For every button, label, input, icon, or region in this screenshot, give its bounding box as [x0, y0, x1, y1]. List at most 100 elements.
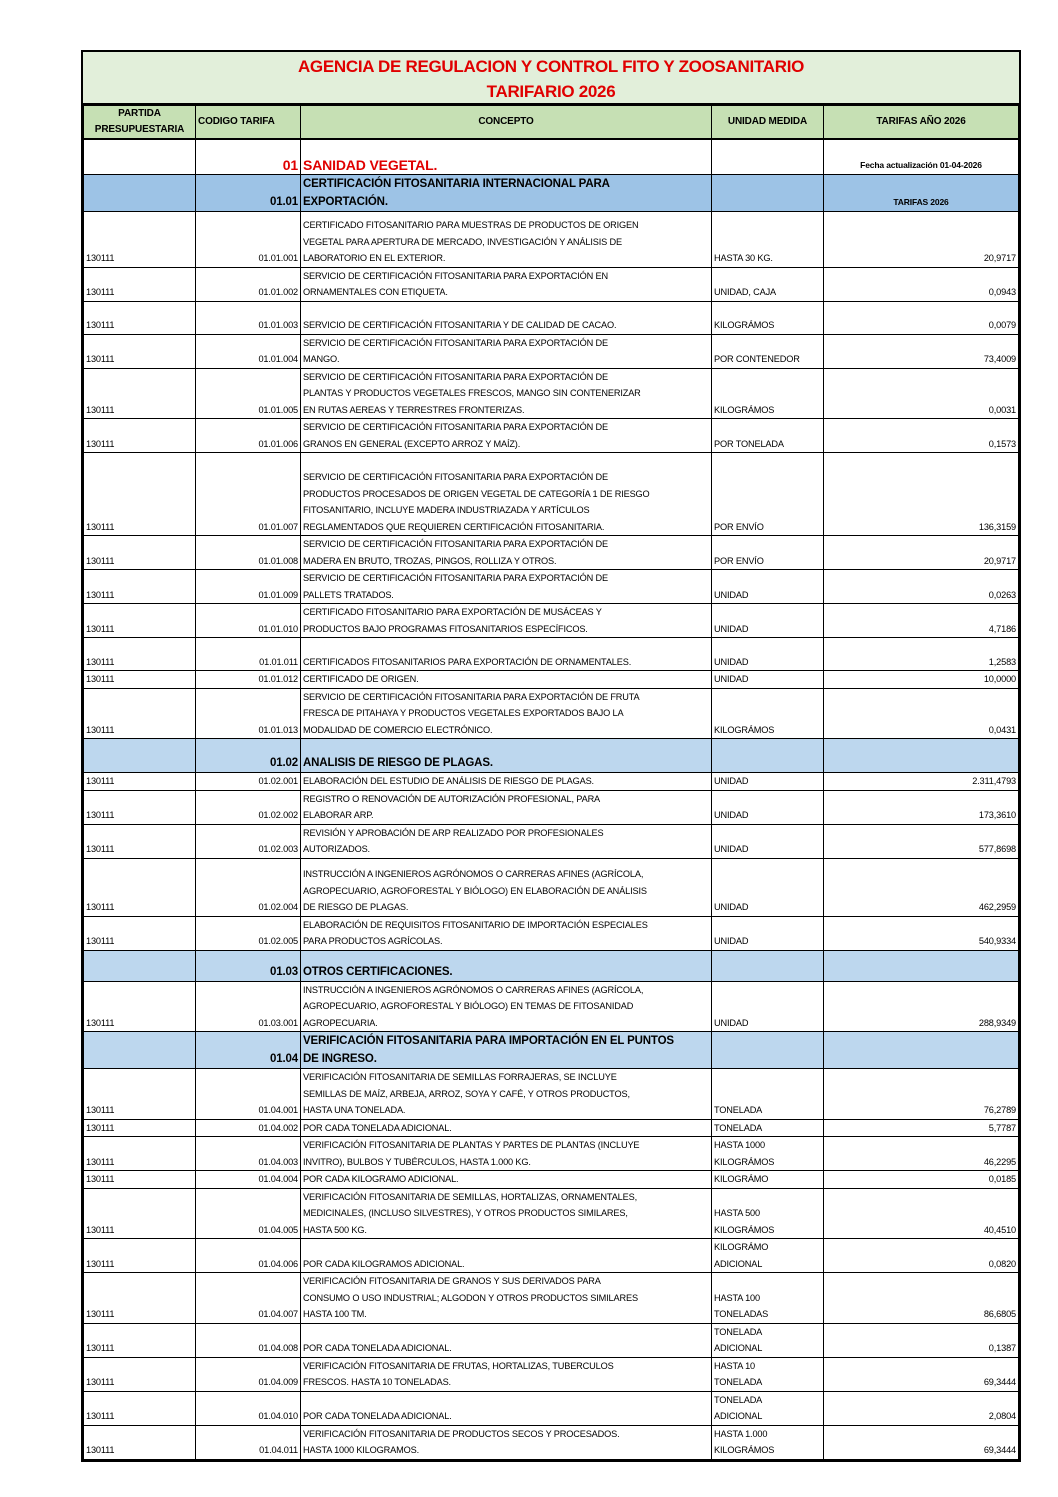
section-title: SANIDAD VEGETAL. [300, 138, 712, 175]
codigo-cell: 01.01.012 [195, 670, 301, 689]
tariff-row: 130111 01.01.010 CERTIFICADO FITOSANITARIO… [83, 603, 1019, 638]
tariff-row: 130111 01.04.010 POR CADA TONELADA ADICION… [83, 1390, 1019, 1426]
codigo-cell: 01.04.009 [195, 1356, 301, 1392]
concepto-cell: SERVICIO DE CERTIFICACIÓN FITOSANITARIA … [300, 687, 712, 739]
codigo-cell: 01.03.001 [195, 980, 301, 1032]
partida-cell: 130111 [83, 1272, 196, 1324]
tariff-row: 130111 01.04.001 VERIFICACIÓN FITOSANITARI… [83, 1068, 1019, 1120]
concepto-cell: VERIFICACIÓN FITOSANITARIA DE SEMILLAS, … [300, 1187, 712, 1239]
tariff-row: 130111 01.01.009 SERVICIO DE CERTIFICACIÓN… [83, 569, 1019, 604]
tariff-row: 130111 01.01.006 SERVICIO DE CERTIFICACIÓN… [83, 418, 1019, 453]
codigo-cell: 01.04.007 [195, 1272, 301, 1324]
unidad-cell: TONELADA [711, 1068, 824, 1120]
tarifa-cell: 0,0263 [823, 569, 1019, 604]
tarifa-cell: 0,0185 [823, 1170, 1019, 1189]
tariff-row: 130111 01.01.003 SERVICIO DE CERTIFICACIÓN… [83, 300, 1019, 335]
codigo-cell: 01.04.002 [195, 1118, 301, 1137]
tarifa-cell: 69,3444 [823, 1356, 1019, 1392]
unidad-cell: KILOGRÁMOS [711, 367, 824, 419]
tarifa-cell: 0,1387 [823, 1322, 1019, 1358]
tarifa-cell: 2.311,4793 [823, 772, 1019, 791]
tariff-row: 130111 01.04.004 POR CADA KILOGRAMO ADICIO… [83, 1170, 1019, 1189]
concepto-cell: SERVICIO DE CERTIFICACIÓN FITOSANITARIA … [300, 367, 712, 419]
codigo-cell: 01.04.010 [195, 1390, 301, 1426]
unidad-cell [711, 949, 824, 982]
codigo-cell: 01.01.007 [195, 452, 301, 536]
concepto-cell: CERTIFICADO FITOSANITARIO PARA MUESTRAS … [300, 210, 712, 268]
partida-cell: 130111 [83, 418, 196, 453]
concepto-cell: SERVICIO DE CERTIFICACIÓN FITOSANITARIA … [300, 418, 712, 453]
unidad-cell: POR TONELADA [711, 418, 824, 453]
section-row: 01.04 VERIFICACIÓN FITOSANITARIA PARA IMP… [83, 1031, 1019, 1069]
concepto-cell: CERTIFICADOS FITOSANITARIOS PARA EXPORTA… [300, 637, 712, 671]
tarifa-cell: 1,2583 [823, 637, 1019, 671]
tarifa-cell: 73,4009 [823, 333, 1019, 369]
concepto-cell: INSTRUCCIÓN A INGENIEROS AGRÓNOMOS O CAR… [300, 980, 712, 1032]
section-code: 01.03 [195, 949, 301, 982]
codigo-cell: 01.01.002 [195, 266, 301, 302]
partida-cell: 130111 [83, 266, 196, 302]
partida-cell: 130111 [83, 1238, 196, 1273]
concepto-cell: SERVICIO DE CERTIFICACIÓN FITOSANITARIA … [300, 333, 712, 369]
tariff-table: PARTIDA PRESUPUESTARIA CODIGO TARIFA CON… [83, 105, 1019, 1460]
tarifa-cell: 0,0079 [823, 300, 1019, 335]
section-row: 01.02 ANALISIS DE RIESGO DE PLAGAS. [83, 738, 1019, 773]
unidad-cell: TONELADA [711, 1118, 824, 1137]
concepto-cell: POR CADA KILOGRAMOS ADICIONAL. [300, 1238, 712, 1273]
concepto-cell: POR CADA TONELADA ADICIONAL. [300, 1118, 712, 1137]
partida-cell: 130111 [83, 603, 196, 638]
concepto-cell: ELABORACIÓN DEL ESTUDIO DE ANÁLISIS DE R… [300, 772, 712, 791]
section-row: 01.03 OTROS CERTIFICACIONES. [83, 949, 1019, 982]
tariff-row: 130111 01.04.007 VERIFICACIÓN FITOSANITARI… [83, 1272, 1019, 1324]
unidad-cell: KILOGRÁMOS [711, 687, 824, 739]
codigo-cell: 01.01.009 [195, 569, 301, 604]
header-tarifas: TARIFAS AÑO 2026 [823, 105, 1019, 140]
section-title: OTROS CERTIFICACIONES. [300, 949, 712, 982]
codigo-cell: 01.04.011 [195, 1424, 301, 1460]
codigo-cell: 01.02.001 [195, 772, 301, 791]
tariff-row: 130111 01.04.006 POR CADA KILOGRAMOS ADICI… [83, 1238, 1019, 1273]
partida-cell: 130111 [83, 980, 196, 1032]
partida-cell: 130111 [83, 1068, 196, 1120]
concepto-cell: CERTIFICADO FITOSANITARIO PARA EXPORTACI… [300, 603, 712, 638]
tarifa-cell: 577,8698 [823, 823, 1019, 859]
concepto-cell: SERVICIO DE CERTIFICACIÓN FITOSANITARIA … [300, 569, 712, 604]
tarifario-title: TARIFARIO 2026 [486, 82, 616, 101]
tariff-row: 130111 01.01.013 SERVICIO DE CERTIFICACIÓN… [83, 687, 1019, 739]
concepto-cell: INSTRUCCIÓN A INGENIEROS AGRÓNOMOS O CAR… [300, 857, 712, 917]
concepto-cell: REGISTRO O RENOVACIÓN DE AUTORIZACIÓN PR… [300, 789, 712, 825]
partida-cell: 130111 [83, 1356, 196, 1392]
concepto-cell: CERTIFICADO DE ORIGEN. [300, 670, 712, 689]
partida-cell: 130111 [83, 1187, 196, 1239]
tarifa-cell: 136,3159 [823, 452, 1019, 536]
unidad-cell: HASTA 1000 KILOGRÁMOS [711, 1136, 824, 1171]
tarifa-cell: 173,3610 [823, 789, 1019, 825]
codigo-cell: 01.01.006 [195, 418, 301, 453]
tariff-row: 130111 01.01.007 SERVICIO DE CERTIFICACIÓN… [83, 452, 1019, 536]
tarifario-sheet: AGENCIA DE REGULACION Y CONTROL FITO Y Z… [81, 50, 1021, 1462]
partida-cell [83, 138, 196, 175]
tarifa-cell: 0,0943 [823, 266, 1019, 302]
unidad-cell: UNIDAD [711, 980, 824, 1032]
header-partida: PARTIDA PRESUPUESTARIA [83, 105, 196, 140]
header-codigo: CODIGO TARIFA [195, 105, 301, 140]
codigo-cell: 01.01.005 [195, 367, 301, 419]
unidad-cell: KILOGRÁMO [711, 1170, 824, 1189]
concepto-cell: VERIFICACIÓN FITOSANITARIA DE FRUTAS, HO… [300, 1356, 712, 1392]
tarifa-cell: 540,9334 [823, 915, 1019, 951]
codigo-cell: 01.01.004 [195, 333, 301, 369]
concepto-cell: ELABORACIÓN DE REQUISITOS FITOSANITARIO … [300, 915, 712, 951]
tarifa-cell: 0,0820 [823, 1238, 1019, 1273]
tariff-row: 130111 01.01.002 SERVICIO DE CERTIFICACIÓN… [83, 266, 1019, 302]
codigo-cell: 01.02.004 [195, 857, 301, 917]
section-title: VERIFICACIÓN FITOSANITARIA PARA IMPORTAC… [300, 1031, 712, 1069]
section-code: 01.02 [195, 738, 301, 773]
header-unidad: UNIDAD MEDIDA [711, 105, 824, 140]
tarifa-cell: 462,2959 [823, 857, 1019, 917]
unidad-cell [711, 173, 824, 212]
tariff-row: 130111 01.04.005 VERIFICACIÓN FITOSANITARI… [83, 1187, 1019, 1239]
tariff-row: 130111 01.02.003 REVISIÓN Y APROBACIÓN DE … [83, 823, 1019, 859]
tarifa-cell: 0,1573 [823, 418, 1019, 453]
section-note [823, 949, 1019, 982]
partida-cell: 130111 [83, 637, 196, 671]
